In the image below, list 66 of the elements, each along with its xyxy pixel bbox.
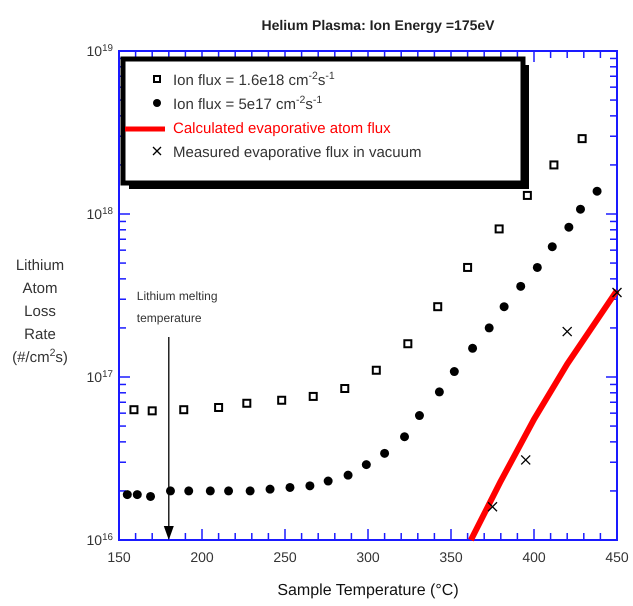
point — [484, 323, 494, 332]
x-tick-label: 400 — [522, 549, 546, 565]
y-tick-label: 10$^{19}$ — [86, 42, 113, 59]
point — [214, 402, 224, 412]
point — [266, 484, 275, 494]
point — [184, 486, 194, 496]
point — [340, 384, 350, 394]
point — [224, 486, 234, 496]
point — [277, 396, 286, 405]
point — [179, 405, 188, 414]
point — [324, 476, 333, 486]
x-tick-label: 300 — [356, 549, 380, 565]
point — [548, 242, 557, 252]
point — [500, 302, 509, 312]
point — [129, 405, 138, 414]
point — [487, 502, 498, 512]
point — [576, 204, 585, 214]
x-tick-label: 150 — [107, 549, 131, 565]
x-tick-label: 350 — [439, 549, 463, 565]
y-tick-label: 10$^{18}$ — [86, 206, 114, 222]
point — [433, 302, 442, 312]
point — [372, 366, 381, 375]
point — [122, 490, 132, 500]
point — [434, 387, 444, 396]
point — [132, 490, 142, 500]
point — [612, 287, 622, 298]
y-tick-label: 10$^{17}$ — [86, 368, 113, 385]
ref-line-label: Lithium melting temperature — [136, 289, 218, 325]
point — [463, 262, 472, 272]
y-tick-label: 10$^{16}$ — [86, 532, 114, 548]
y-axis-title: Lithium Atom Loss Rate (#/cm$^{2}$s) — [12, 257, 68, 366]
point — [242, 398, 252, 408]
point — [494, 224, 504, 234]
point — [146, 492, 156, 501]
legend-label: Measured evaporative flux in vacuum — [173, 144, 422, 161]
legend-label: Ion flux = 1.6e18 cm$^{-2}$s$^{-1}$ — [173, 70, 335, 89]
point — [206, 486, 215, 496]
point — [305, 481, 314, 490]
x-axis-title: Sample Temperature (°C) — [277, 582, 459, 599]
point — [148, 406, 157, 416]
x-tick-label: 200 — [190, 549, 214, 565]
legend-label: Calculated evaporative atom flux — [173, 120, 392, 137]
point — [403, 339, 412, 348]
chart-title: Helium Plasma: Ion Energy =175eV — [261, 17, 496, 33]
point — [414, 411, 424, 420]
point — [520, 454, 531, 466]
point — [549, 160, 558, 170]
point — [285, 482, 294, 492]
point — [522, 190, 532, 200]
point — [400, 432, 410, 442]
x-tick-label: 450 — [605, 549, 629, 565]
point — [532, 262, 542, 272]
point — [344, 470, 353, 480]
point — [468, 344, 478, 353]
point — [592, 186, 602, 196]
point — [564, 222, 574, 232]
point — [450, 367, 459, 376]
legend-label: Ion flux = 5e17 cm$^{-2}$s$^{-1}$ — [173, 94, 322, 113]
point — [578, 134, 587, 144]
point — [516, 282, 526, 291]
point — [362, 460, 371, 470]
point — [308, 392, 318, 401]
point — [562, 326, 572, 337]
point — [380, 448, 390, 458]
x-tick-label: 250 — [273, 549, 297, 565]
point — [246, 486, 255, 496]
